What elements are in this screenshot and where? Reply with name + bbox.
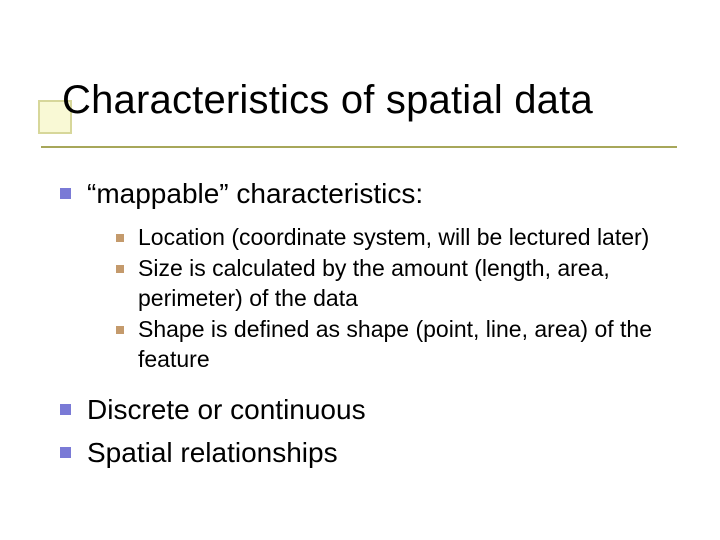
slide-body: “mappable” characteristics: Location (co… [60, 176, 670, 478]
bullet-text: “mappable” characteristics: [87, 176, 423, 211]
bullet-text: Location (coordinate system, will be lec… [138, 223, 649, 252]
bullet-level2: Location (coordinate system, will be lec… [116, 223, 670, 252]
bullet-text: Discrete or continuous [87, 392, 366, 427]
bullet-level1: Spatial relationships [60, 435, 670, 470]
slide: Characteristics of spatial data “mappabl… [0, 0, 720, 540]
sub-bullet-list: Location (coordinate system, will be lec… [116, 223, 670, 374]
title-underline [41, 146, 677, 148]
square-bullet-icon [60, 447, 71, 458]
slide-title-block: Characteristics of spatial data [38, 78, 593, 122]
bullet-level1: Discrete or continuous [60, 392, 670, 427]
square-bullet-icon [60, 188, 71, 199]
square-bullet-icon [60, 404, 71, 415]
square-bullet-icon [116, 265, 124, 273]
bullet-level2: Size is calculated by the amount (length… [116, 254, 670, 313]
bullet-text: Size is calculated by the amount (length… [138, 254, 670, 313]
square-bullet-icon [116, 326, 124, 334]
bullet-text: Shape is defined as shape (point, line, … [138, 315, 670, 374]
bullet-level1: “mappable” characteristics: [60, 176, 670, 211]
square-bullet-icon [116, 234, 124, 242]
bullet-text: Spatial relationships [87, 435, 338, 470]
bullet-level2: Shape is defined as shape (point, line, … [116, 315, 670, 374]
slide-title: Characteristics of spatial data [62, 78, 593, 122]
